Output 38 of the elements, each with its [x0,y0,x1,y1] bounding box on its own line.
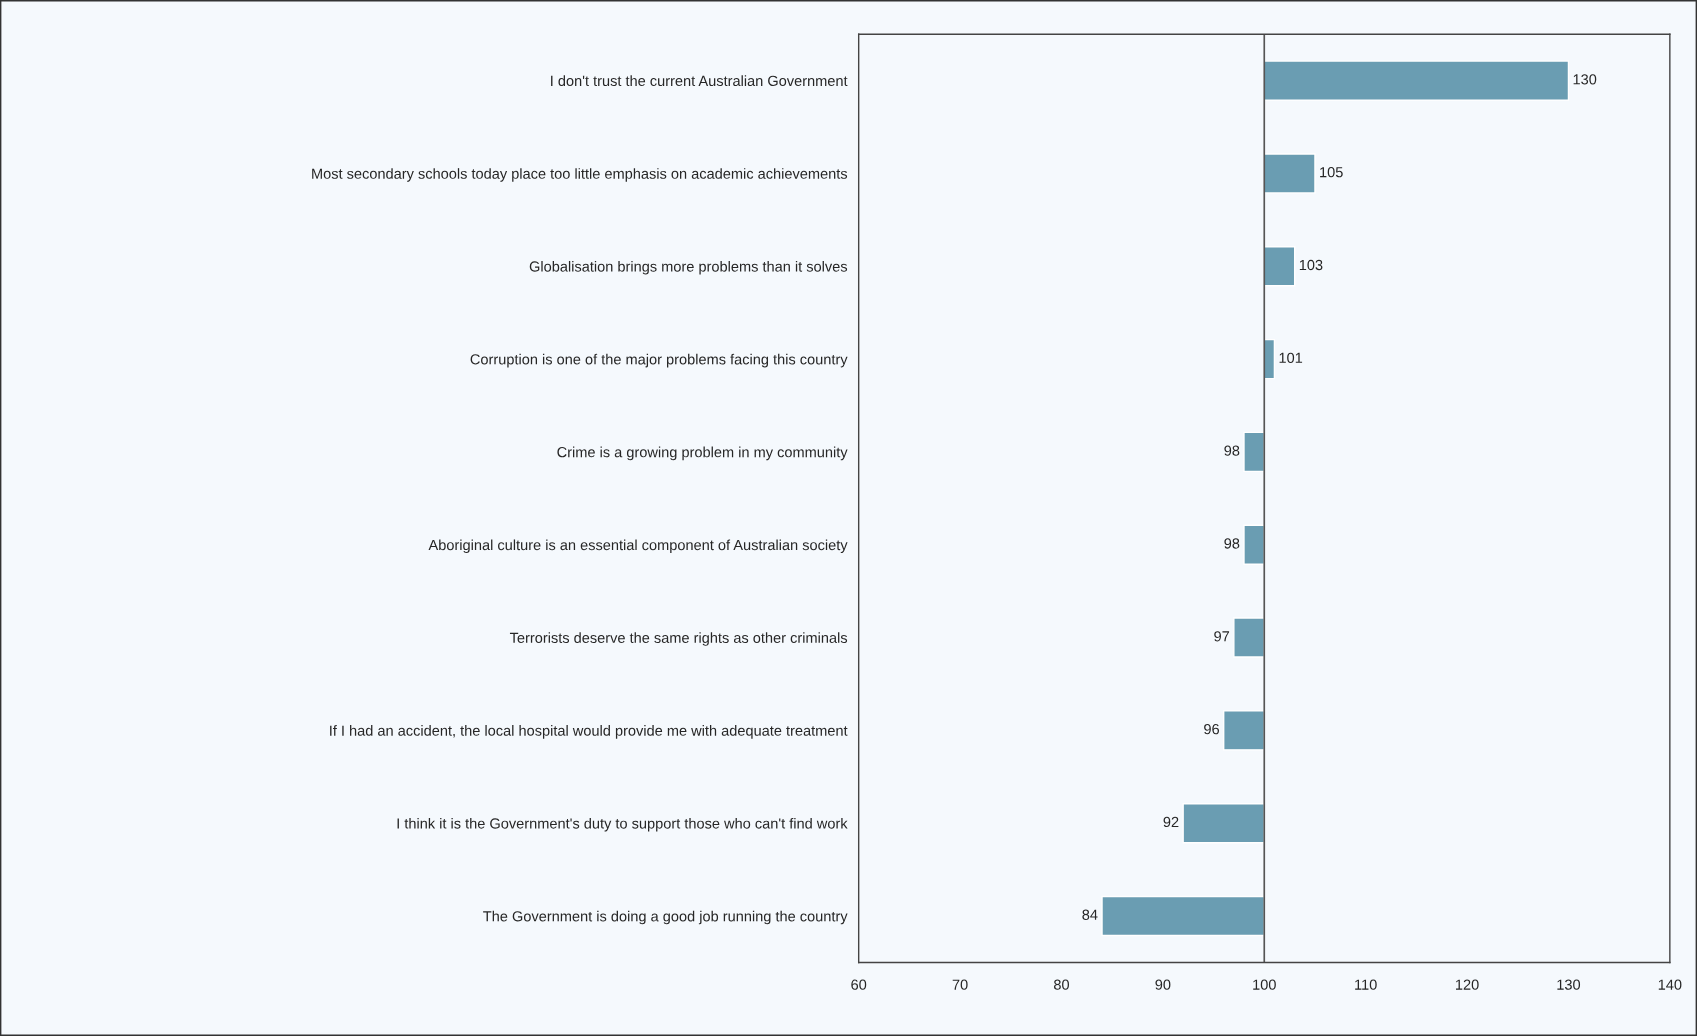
data-label: 97 [1214,631,1230,642]
bar [1233,617,1265,658]
bar [1243,431,1265,473]
x-tick-label: 60 [851,979,867,990]
y-tick-label: Aboriginal culture is an essential component of Australian society [428,539,848,554]
y-tick-label: If I had an accident, the local hospital would provide me with adequate treatment [330,725,848,739]
bar [1263,153,1316,194]
data-label: 96 [1204,723,1220,735]
y-tick-label: I don't trust the current Australian Government [551,75,848,87]
y-tick-label: Globalisation brings more problems than it solves [529,260,848,275]
bar [1182,803,1265,844]
x-tick-label: 100 [1253,979,1276,990]
y-tick-label: Crime is a growing problem in my community [557,446,848,461]
data-label: 101 [1279,352,1303,363]
x-tick-label: 90 [1155,979,1171,990]
data-label: 98 [1224,445,1240,456]
bar [1263,246,1296,287]
x-tick-label: 140 [1658,979,1682,990]
y-tick-label: Corruption is one of the major problems facing this country [470,353,848,368]
data-label: 92 [1163,816,1179,828]
bar [1263,60,1570,101]
data-label: 98 [1224,538,1240,549]
y-tick-label: I think it is the Government's duty to support those who can't find work [397,817,848,832]
y-tick-label: Terrorists deserve the same rights as other criminals [509,632,848,646]
bar [1101,895,1265,937]
y-tick-label: The Government is doing a good job running the country [483,910,848,925]
data-label: 103 [1299,259,1323,271]
data-label: 105 [1320,167,1343,178]
x-tick-label: 80 [1054,979,1070,990]
data-label: 84 [1082,909,1098,920]
x-tick-label: 130 [1557,979,1581,990]
x-tick-label: 120 [1456,979,1479,990]
data-label: 130 [1573,74,1597,85]
bar [1223,710,1265,751]
x-tick-label: 70 [952,979,968,990]
y-tick-label: Most secondary schools today place too little emphasis on academic achievements [312,168,848,182]
x-tick-label: 110 [1355,979,1377,990]
bar [1243,524,1265,565]
